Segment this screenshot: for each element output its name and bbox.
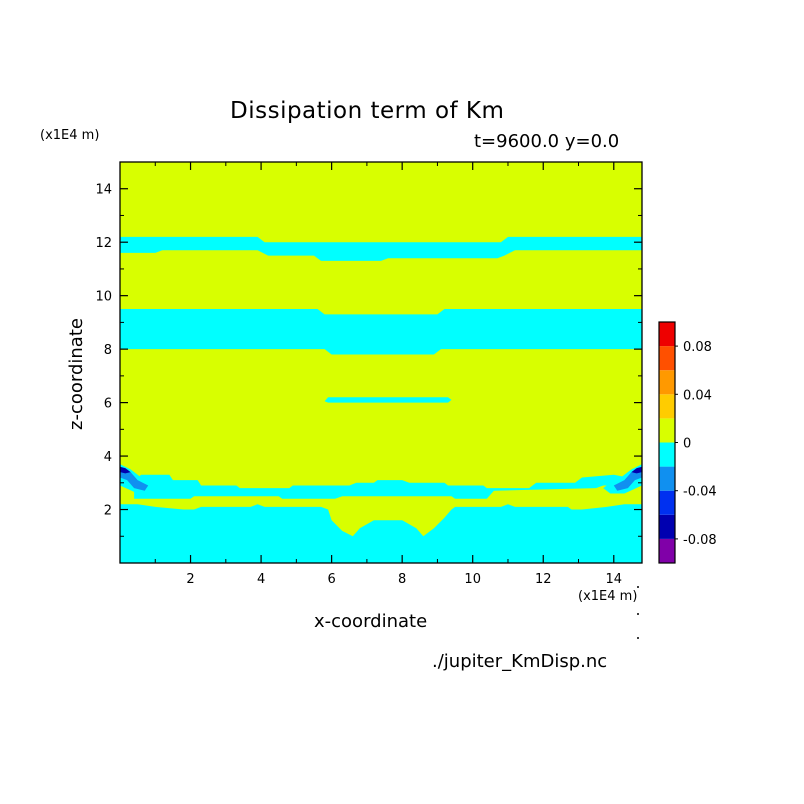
colorbar-swatch [659, 514, 675, 539]
colorbar-swatch [659, 466, 675, 491]
colorbar-label: -0.08 [683, 533, 717, 548]
marker-dot [637, 586, 639, 588]
x-tick-label: 8 [398, 572, 406, 587]
contour-region-band-6 [324, 397, 452, 403]
colorbar-label: -0.04 [683, 485, 717, 500]
colorbar-swatch [659, 370, 675, 395]
y-tick-label: 6 [104, 397, 112, 412]
contour-region-right-edge-dark [631, 466, 642, 474]
chart-title: Dissipation term of Km [230, 98, 505, 124]
y-axis-unit: (x1E4 m) [40, 128, 100, 143]
y-tick-label: 8 [104, 343, 112, 358]
contour-region-band-3 [134, 474, 628, 499]
marker-dot [637, 613, 639, 615]
x-tick-label: 4 [257, 572, 265, 587]
colorbar-swatch [659, 346, 675, 371]
x-tick-label: 14 [606, 572, 623, 587]
contour-region-background [120, 162, 642, 563]
contour-region-band-8 [120, 309, 642, 355]
x-axis-unit: (x1E4 m) [578, 589, 638, 604]
contour-region-band-12 [120, 236, 642, 261]
x-tick-label: 6 [327, 572, 335, 587]
x-tick-label: 12 [535, 572, 552, 587]
colorbar-swatch [659, 322, 675, 347]
y-tick-label: 4 [104, 450, 112, 465]
y-tick-label: 2 [104, 504, 112, 519]
x-axis-label: x-coordinate [314, 611, 428, 632]
contour-region-left-edge-dark [120, 466, 131, 474]
colorbar-swatch [659, 538, 675, 563]
colorbar-label: 0 [683, 437, 691, 452]
chart-subtitle: t=9600.0 y=0.0 [474, 131, 620, 152]
colorbar-swatch [659, 394, 675, 419]
y-tick-label: 10 [95, 290, 112, 305]
y-tick-label: 14 [95, 183, 112, 198]
colorbar-swatch [659, 442, 675, 467]
colorbar-label: 0.04 [683, 388, 712, 403]
colorbar-swatch [659, 418, 675, 443]
x-tick-label: 10 [464, 572, 481, 587]
plot-frame [119, 161, 643, 564]
marker-dot [637, 637, 639, 639]
y-tick-label: 12 [95, 236, 112, 251]
source-file-label: ./jupiter_KmDisp.nc [432, 651, 608, 672]
colorbar-label: 0.08 [683, 340, 712, 355]
contour-region-bottom [120, 504, 642, 563]
colorbar-swatch [659, 490, 675, 515]
x-tick-label: 2 [186, 572, 194, 587]
